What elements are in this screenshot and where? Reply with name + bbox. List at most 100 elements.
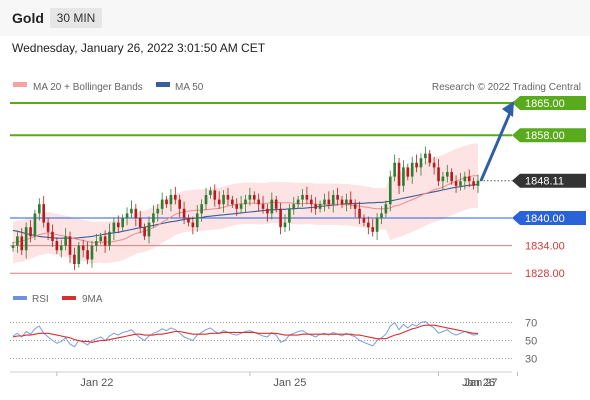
candle-body xyxy=(252,195,256,200)
candle-body xyxy=(314,204,318,209)
candle-body xyxy=(182,208,186,218)
candle-body xyxy=(248,195,252,200)
ma50-legend-swatch xyxy=(156,82,170,87)
candle-body xyxy=(99,236,103,241)
candle-body xyxy=(121,218,124,228)
candle-body xyxy=(441,176,445,182)
candle-body xyxy=(406,167,410,177)
candle-body xyxy=(46,222,50,232)
level-tag-bg-1858.00 xyxy=(512,128,586,143)
candle-body xyxy=(257,199,260,205)
level-label-1865.00: 1865.00 xyxy=(525,98,565,110)
candle-body xyxy=(279,208,282,228)
forecast-arrow-shaft xyxy=(479,112,512,182)
candle-body xyxy=(305,195,309,200)
forecast-arrow-head xyxy=(502,101,514,117)
candle-body xyxy=(143,227,146,237)
candle-body xyxy=(77,245,81,264)
rsi-ma-legend-label: 9MA xyxy=(82,294,103,305)
candle-body xyxy=(169,195,173,205)
bollinger-legend-label: MA 20 + Bollinger Bands xyxy=(33,82,143,93)
candle-body xyxy=(173,195,177,200)
rsi-ma-line xyxy=(12,324,478,343)
candle-body xyxy=(327,199,331,205)
candle-body xyxy=(130,208,133,214)
candle-body xyxy=(108,231,111,246)
candle-body xyxy=(187,218,190,223)
candle-body xyxy=(266,208,269,214)
candle-body xyxy=(292,204,296,209)
ma50-line xyxy=(12,183,479,239)
level-tag-bg-1865.00 xyxy=(512,96,586,110)
candle-body xyxy=(459,181,462,186)
candle-body xyxy=(147,222,151,237)
candle-body xyxy=(73,254,76,264)
candle-body xyxy=(472,181,475,186)
level-tag-bg-1840.00 xyxy=(512,211,586,225)
candle-body xyxy=(29,227,32,237)
candle-body xyxy=(64,236,67,246)
candle-body xyxy=(353,204,357,209)
candle-body xyxy=(103,236,107,246)
x-tick-label-Jan-26: Jan 26 xyxy=(462,377,495,389)
candle-body xyxy=(450,172,453,182)
candle-body xyxy=(235,204,239,209)
level-label-1840.00: 1840.00 xyxy=(525,213,565,225)
candle-body xyxy=(428,153,432,163)
candle-body xyxy=(116,222,120,228)
rsi-tick-50: 50 xyxy=(525,336,537,348)
rsi-plot: 70 50 30 xyxy=(10,318,537,366)
x-tick-label-Jan-27: Jan 27 xyxy=(464,377,497,389)
candle-body xyxy=(467,176,471,182)
bollinger-legend-swatch xyxy=(13,82,27,87)
candle-body xyxy=(323,199,326,205)
candle-body xyxy=(340,199,344,205)
candle-body xyxy=(288,208,291,223)
x-tick-label-Jan-22: Jan 22 xyxy=(80,377,113,389)
rsi-legend-label: RSI xyxy=(32,294,49,305)
candle-body xyxy=(59,245,63,251)
candle-body xyxy=(261,204,265,209)
candle-body xyxy=(362,218,366,223)
candle-body xyxy=(437,167,440,182)
candle-body xyxy=(402,167,405,186)
main-plot: 1865.00 1858.00 1848.11 1840.00 1834.00 1828.… xyxy=(10,96,586,280)
candle-body xyxy=(68,236,72,255)
timeframe-button[interactable]: 30 MIN xyxy=(50,8,102,28)
candle-body xyxy=(81,245,85,251)
candle-body xyxy=(20,236,24,251)
datetime-label: Wednesday, January 26, 2022 3:01:50 AM C… xyxy=(12,41,266,55)
candle-body xyxy=(424,153,427,159)
rsi-line xyxy=(12,321,479,348)
candle-body xyxy=(476,180,480,186)
candle-body xyxy=(388,176,392,205)
rsi-tick-70: 70 xyxy=(525,318,537,330)
candle-body xyxy=(217,199,221,205)
candle-body xyxy=(419,158,423,168)
candle-body xyxy=(156,208,160,214)
ma50-legend-label: MA 50 xyxy=(175,82,204,93)
candle-body xyxy=(331,195,335,205)
candle-body xyxy=(296,199,300,205)
candle-body xyxy=(226,195,230,200)
candle-body xyxy=(178,199,182,209)
candle-body xyxy=(345,199,348,205)
candle-body xyxy=(309,199,313,205)
candle-body xyxy=(86,250,89,260)
level-label-1834.00: 1834.00 xyxy=(525,241,565,253)
candle-body xyxy=(204,195,208,205)
credit-label: Research © 2022 Trading Central xyxy=(432,82,581,93)
x-tick-label-Jan-25: Jan 25 xyxy=(273,377,306,389)
candle-body xyxy=(134,208,138,218)
candle-body xyxy=(371,227,375,232)
candle-body xyxy=(380,213,383,218)
candle-body xyxy=(213,190,217,200)
candle-body xyxy=(138,218,142,228)
level-label-1858.00: 1858.00 xyxy=(525,130,565,142)
rsi-ma-legend-swatch xyxy=(62,296,76,300)
candle-body xyxy=(410,162,414,177)
candle-body xyxy=(51,231,54,241)
candle-body xyxy=(393,162,396,177)
candle-body xyxy=(42,204,46,223)
